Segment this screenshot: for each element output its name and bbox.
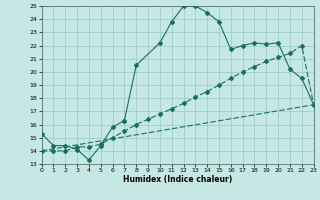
X-axis label: Humidex (Indice chaleur): Humidex (Indice chaleur) [123,175,232,184]
